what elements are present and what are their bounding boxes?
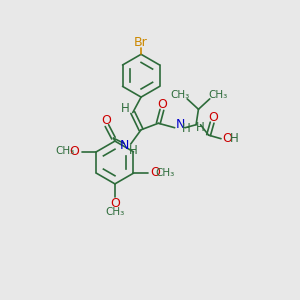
Text: H: H	[121, 103, 130, 116]
Text: O: O	[157, 98, 167, 111]
Text: CH₃: CH₃	[55, 146, 74, 156]
Text: O: O	[70, 145, 79, 158]
Text: CH₃: CH₃	[155, 168, 175, 178]
Text: CH₃: CH₃	[208, 90, 228, 100]
Text: O: O	[208, 111, 218, 124]
Text: H: H	[196, 121, 205, 134]
Text: O: O	[223, 132, 232, 145]
Text: Br: Br	[134, 37, 148, 50]
Text: H: H	[230, 132, 239, 145]
Text: N: N	[120, 139, 129, 152]
Text: H: H	[129, 144, 138, 157]
Text: O: O	[110, 197, 120, 210]
Text: H: H	[182, 122, 190, 135]
Text: O: O	[151, 166, 160, 179]
Text: O: O	[101, 114, 111, 127]
Text: N: N	[175, 118, 185, 130]
Text: CH₃: CH₃	[170, 90, 189, 100]
Text: CH₃: CH₃	[105, 206, 124, 217]
